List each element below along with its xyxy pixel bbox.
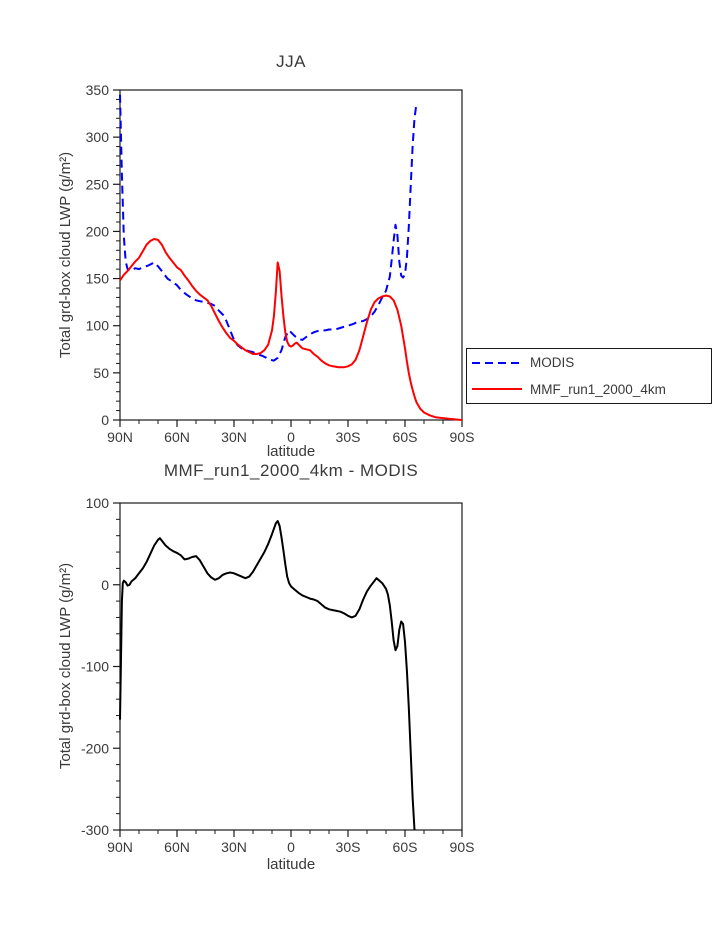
top-chart-canvas: 90N 60N 30N 0 30S 60S 90S 0 50 100 150 200 250 300 350 <box>86 82 475 445</box>
x-tick-label: 30S <box>336 429 361 445</box>
x-tick-label: 60S <box>393 839 418 855</box>
x-tick-label: 0 <box>287 429 295 445</box>
x-tick-label: 90N <box>107 839 133 855</box>
legend-line-modis-icon <box>472 361 522 364</box>
x-tick-label: 90S <box>450 429 475 445</box>
legend: MODIS MMF_run1_2000_4km <box>466 348 712 404</box>
y-tick-label: 200 <box>86 223 110 239</box>
x-tick-label: 90S <box>450 839 475 855</box>
legend-label: MODIS <box>530 355 575 371</box>
top-chart-title: JJA <box>276 52 306 71</box>
x-tick-label: 30S <box>336 839 361 855</box>
y-tick-label: 100 <box>86 318 110 334</box>
bottom-chart-x-axis-label: latitude <box>266 856 316 873</box>
legend-item: MMF_run1_2000_4km <box>467 376 711 402</box>
y-tick-label: 50 <box>93 365 109 381</box>
y-tick-label: 300 <box>86 129 110 145</box>
bottom-chart-canvas: 90N 60N 30N 0 30S 60S 90S 100 0 -100 -200 -300 <box>81 495 475 855</box>
x-tick-label: 60N <box>164 429 190 445</box>
y-tick-label: -300 <box>81 822 109 838</box>
x-tick-label: 30N <box>221 429 247 445</box>
plot-box <box>119 89 463 421</box>
y-tick-label: -100 <box>81 659 109 675</box>
legend-label: MMF_run1_2000_4km <box>530 381 666 397</box>
x-tick-label: 90N <box>107 429 133 445</box>
series-line-MMF_run1_2000_4km-MODIS <box>119 520 416 831</box>
x-tick-label: 30N <box>221 839 247 855</box>
y-tick-label: 250 <box>86 176 110 192</box>
x-tick-label: 60N <box>164 839 190 855</box>
y-tick-label: 0 <box>101 412 109 428</box>
legend-item: MODIS <box>467 350 711 376</box>
y-tick-label: -200 <box>81 740 109 756</box>
series-line-MMF_run1_2000_4km <box>119 238 463 421</box>
x-tick-label: 0 <box>287 839 295 855</box>
y-tick-label: 150 <box>86 271 110 287</box>
legend-line-mmf-icon <box>472 388 522 391</box>
y-tick-label: 350 <box>86 82 110 98</box>
x-tick-label: 60S <box>393 429 418 445</box>
y-tick-label: 0 <box>101 577 109 593</box>
top-chart-x-axis-label: latitude <box>266 443 316 460</box>
plot-box <box>119 502 463 831</box>
series-line-MODIS <box>119 94 418 362</box>
y-tick-label: 100 <box>86 495 110 511</box>
bottom-chart-title: MMF_run1_2000_4km - MODIS <box>163 461 419 480</box>
